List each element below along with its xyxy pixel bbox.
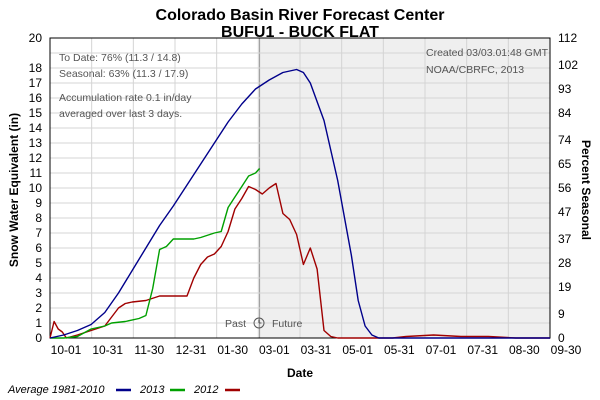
x-tick-label: 08-30 (509, 343, 540, 357)
y2-tick-label: 84 (558, 106, 572, 120)
series-2013-line (50, 168, 261, 339)
x-axis-label: Date (287, 366, 313, 380)
note-created: Created 03/03.01:48 GMT (426, 47, 549, 59)
y2-tick-label: 0 (558, 331, 565, 345)
y2-tick-label: 47 (558, 205, 572, 219)
y-tick-label: 15 (29, 106, 43, 120)
y-tick-label: 8 (35, 211, 42, 225)
legend-label-2: 2012 (193, 384, 218, 396)
x-tick-label: 10-31 (92, 343, 123, 357)
y-tick-label: 3 (35, 286, 42, 300)
note-to-date: To Date: 76% (11.3 / 14.8) (59, 52, 181, 64)
y-tick-label: 11 (30, 166, 43, 180)
chart-subtitle: BUFU1 - BUCK FLAT (221, 24, 379, 41)
x-tick-label: 07-01 (426, 343, 457, 357)
y-tick-label: 17 (29, 76, 43, 90)
legend: Average 1981-2010 2013 2012 (7, 384, 240, 396)
plot-frame (49, 37, 551, 339)
y-tick-label: 7 (35, 226, 42, 240)
x-tick-label: 09-30 (551, 343, 582, 357)
y-tick-label: 9 (35, 196, 42, 210)
y-tick-label: 4 (35, 271, 42, 285)
x-tick-label: 11-30 (134, 343, 164, 357)
plot-border (49, 37, 551, 339)
y2-tick-label: 19 (558, 280, 572, 294)
y2-tick-label: 28 (558, 256, 572, 270)
y-tick-label: 5 (35, 256, 42, 270)
legend-label-1: 2013 (139, 384, 165, 396)
y-tick-label: 1 (35, 316, 42, 330)
grid-lines (50, 38, 550, 338)
chart-title: Colorado Basin River Forecast Center (156, 7, 445, 24)
y2-tick-label: 56 (558, 181, 572, 195)
y2-tick-label: 112 (558, 31, 577, 45)
legend-label-0: Average 1981-2010 (7, 384, 105, 396)
series-layer (49, 68, 550, 339)
x-tick-labels: 10-01 10-31 11-30 12-31 01-30 03-01 03-31 05-01… (51, 343, 582, 357)
note-accum-rate: Accumulation rate 0.1 in/day (59, 92, 192, 104)
y2-tick-labels: 0 9 19 28 37 47 56 65 74 84 93 102 112 (558, 31, 578, 345)
x-tick-label: 01-30 (217, 343, 248, 357)
notes-left: To Date: 76% (11.3 / 14.8) Seasonal: 63%… (59, 52, 192, 120)
y-tick-label: 16 (29, 91, 43, 105)
y2-tick-label: 65 (558, 157, 572, 171)
note-averaged: averaged over last 3 days. (59, 108, 182, 120)
note-seasonal: Seasonal: 63% (11.3 / 17.9) (59, 68, 188, 80)
y-tick-label: 14 (29, 121, 43, 135)
x-tick-label: 07-31 (467, 343, 498, 357)
y-tick-label: 2 (35, 301, 42, 315)
x-tick-label: 05-31 (384, 343, 415, 357)
y-tick-label: 0 (35, 331, 42, 345)
y-tick-label: 12 (29, 151, 43, 165)
y-axis-label: Snow Water Equivalent (in) (7, 113, 21, 267)
y-tick-label: 18 (29, 61, 43, 75)
x-tick-label: 03-31 (301, 343, 332, 357)
y2-tick-label: 74 (558, 133, 572, 147)
y2-axis-label: Percent Seasonal (579, 140, 593, 240)
x-tick-label: 12-31 (176, 343, 207, 357)
x-tick-label: 03-01 (259, 343, 290, 357)
series-average-line (49, 68, 550, 339)
past-future-divider: Past Future (225, 317, 303, 330)
note-source: NOAA/CBRFC, 2013 (426, 64, 524, 76)
y-tick-label: 10 (29, 181, 43, 195)
series-2012-line (49, 182, 550, 339)
x-tick-label: 10-01 (51, 343, 82, 357)
x-tick-label: 05-01 (342, 343, 373, 357)
y-tick-label: 13 (29, 136, 43, 150)
y2-tick-label: 9 (558, 307, 565, 321)
y-tick-label: 20 (29, 31, 43, 45)
clock-icon (253, 317, 265, 329)
y-tick-label: 6 (35, 241, 42, 255)
past-label: Past (225, 318, 246, 330)
y2-tick-label: 93 (558, 82, 572, 96)
y2-tick-label: 37 (558, 232, 572, 246)
notes-right: Created 03/03.01:48 GMT NOAA/CBRFC, 2013 (426, 47, 549, 76)
future-label: Future (272, 318, 303, 330)
y2-tick-label: 102 (558, 58, 578, 72)
